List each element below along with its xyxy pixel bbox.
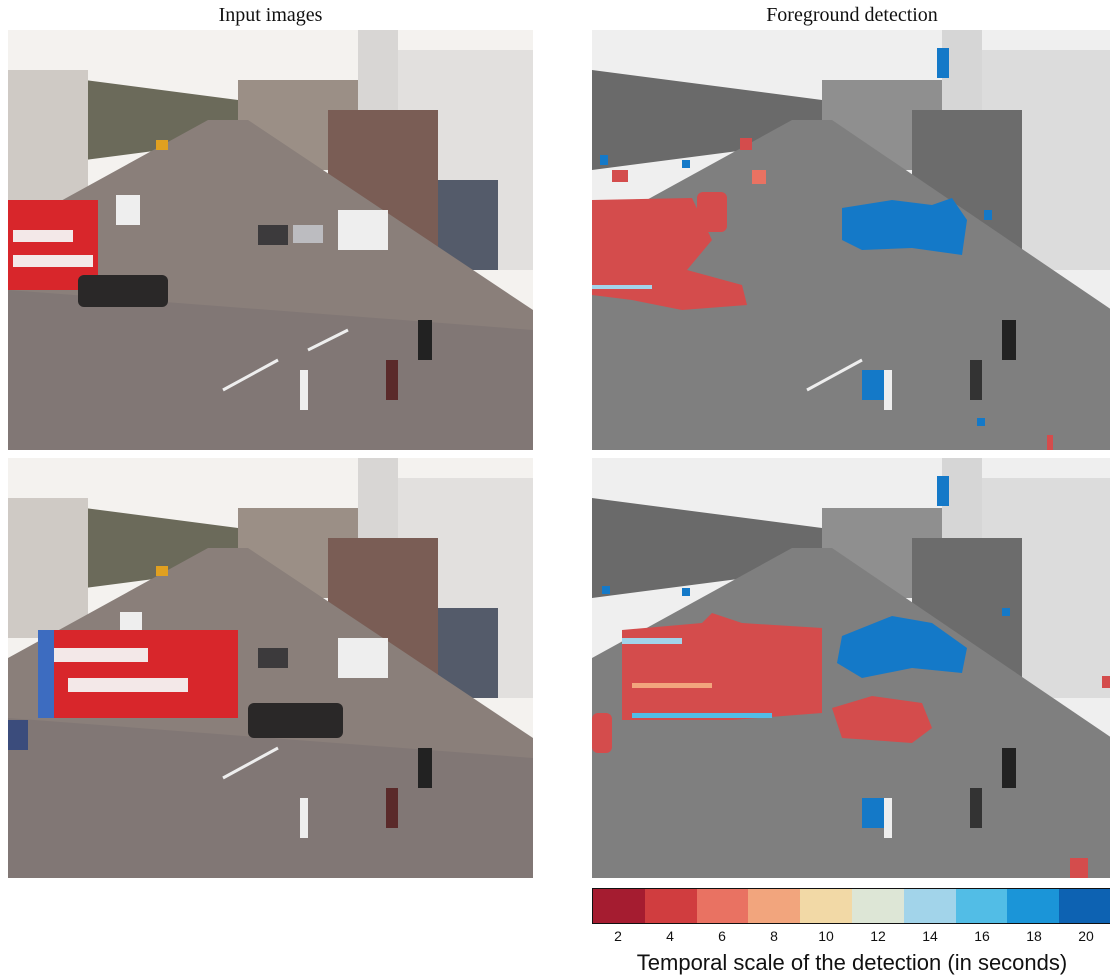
colorbar-segment (955, 889, 1008, 923)
colorbar-tick-label: 4 (666, 928, 674, 944)
colorbar-tick-label: 6 (718, 928, 726, 944)
colorbar-segment (903, 889, 956, 923)
colorbar-segment (644, 889, 697, 923)
colorbar-tick-label: 12 (870, 928, 886, 944)
colorbar-segment (748, 889, 801, 923)
colorbar-segment (1059, 889, 1110, 923)
input-images-title: Input images (218, 4, 323, 26)
input-image-top (8, 30, 533, 450)
colorbar-segment (1007, 889, 1060, 923)
input-image-bottom (8, 458, 533, 878)
colorbar-segment (851, 889, 904, 923)
colorbar-tick-label: 14 (922, 928, 938, 944)
colorbar-ticks: 2 4 6 8 10 12 14 16 18 20 (592, 928, 1110, 948)
foreground-detection-title: Foreground detection (766, 4, 938, 26)
colorbar-tick-label: 18 (1026, 928, 1042, 944)
colorbar-segment (593, 889, 645, 923)
colorbar-tick-label: 20 (1078, 928, 1094, 944)
foreground-detection-bottom (592, 458, 1110, 878)
colorbar-tick-label: 10 (818, 928, 834, 944)
colorbar-label: Temporal scale of the detection (in seco… (636, 950, 1068, 975)
colorbar-tick-label: 8 (770, 928, 778, 944)
colorbar (592, 888, 1110, 924)
foreground-detection-top (592, 30, 1110, 450)
colorbar-segment (800, 889, 852, 923)
colorbar-segment (696, 889, 749, 923)
colorbar-tick-label: 16 (974, 928, 990, 944)
colorbar-tick-label: 2 (614, 928, 622, 944)
